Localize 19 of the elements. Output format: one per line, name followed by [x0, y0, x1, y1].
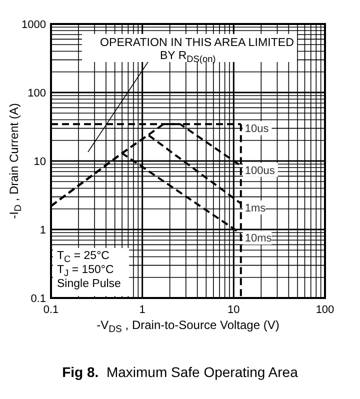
series-label: 1ms: [244, 202, 266, 214]
y-tick-label: 100: [28, 88, 46, 100]
annotation: T$_{J}$ = 150°C: [57, 264, 114, 278]
annotation: Single Pulse: [57, 278, 121, 290]
x-axis-title: -V$_{DS}$ , Drain-to-Source Voltage (V): [96, 318, 280, 335]
y-tick-label: 1000: [22, 19, 46, 31]
text: Fig 8. Maximum Safe Operating Area: [62, 364, 298, 380]
y-tick-label: 1: [40, 224, 46, 236]
y-tick-label: 0.1: [30, 293, 46, 305]
x-tick-label: 1: [139, 304, 146, 316]
x-tick-label: 100: [316, 304, 334, 316]
y-tick-label: 10: [34, 156, 46, 168]
annotation: OPERATION IN THIS AREA LIMITED BY R$_{DS(on)}$: [100, 37, 294, 64]
series-label: 100us: [244, 164, 276, 177]
series-label: 10ms: [244, 232, 272, 245]
x-tick-label: 10: [228, 304, 240, 316]
series-label: 10us: [244, 123, 270, 136]
x-tick-label: 0.1: [43, 304, 59, 316]
annotation: T$_{C}$ = 25°C: [57, 250, 110, 264]
